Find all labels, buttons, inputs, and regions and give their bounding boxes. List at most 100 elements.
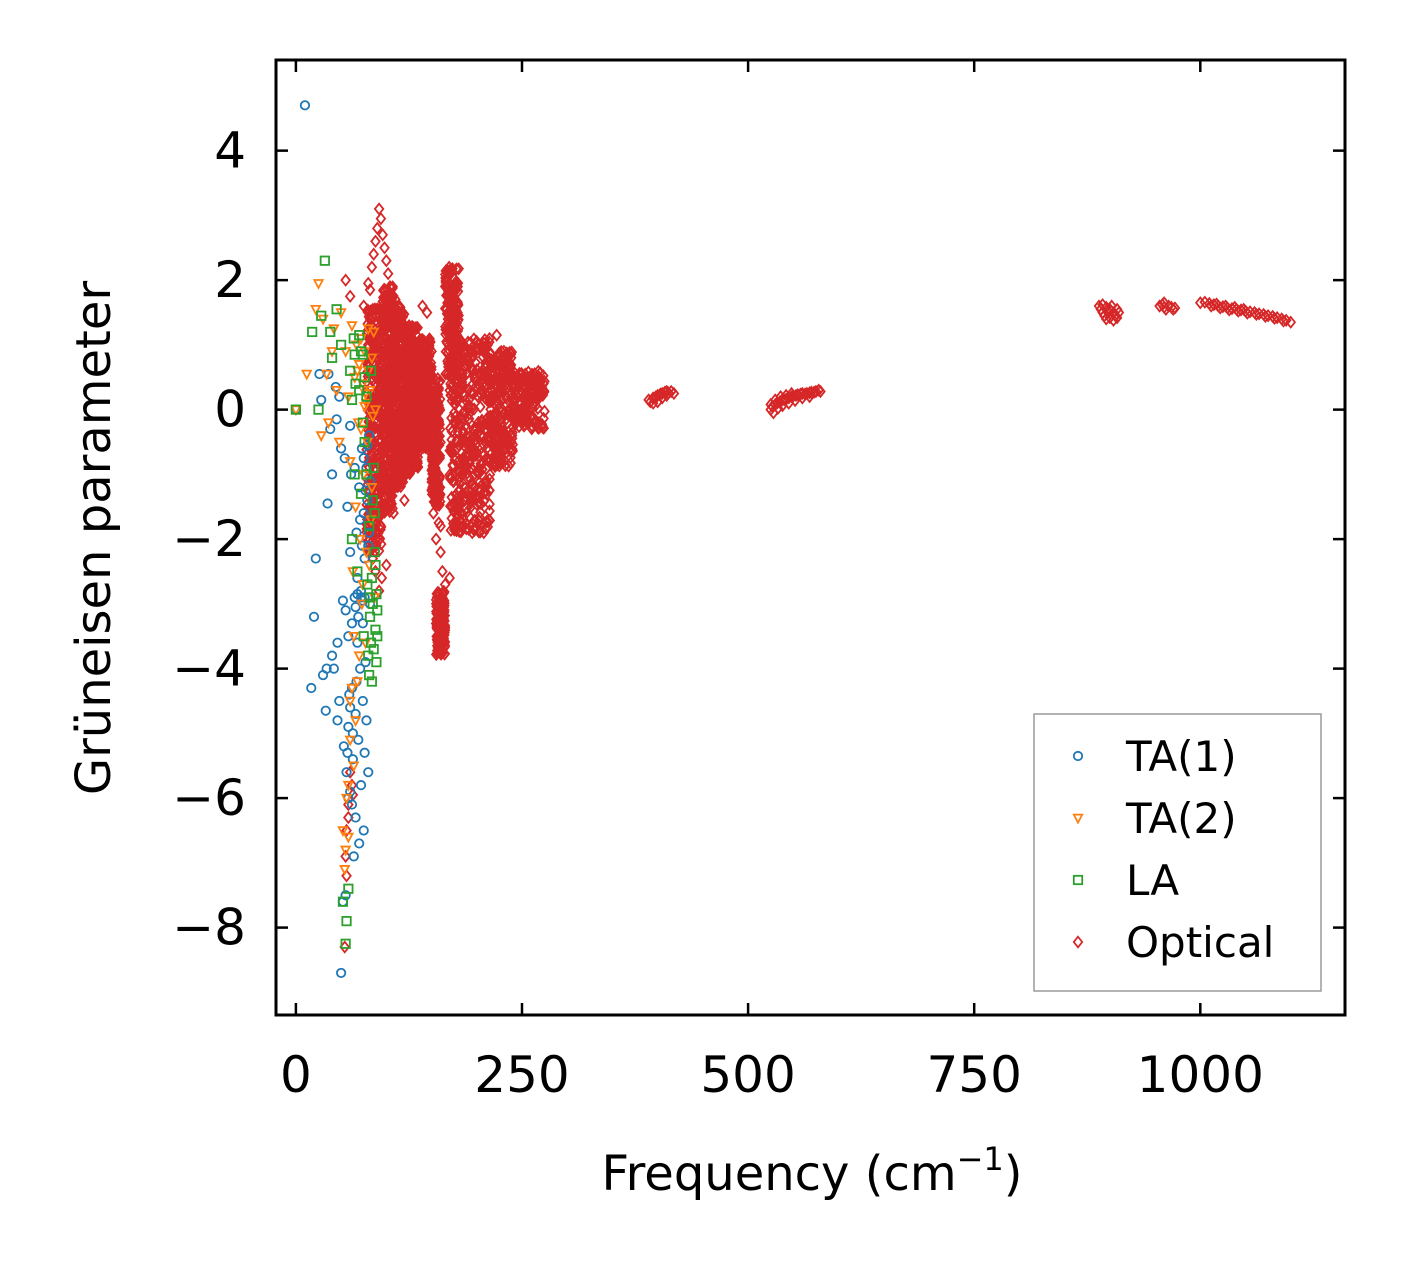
data-point-optical <box>380 254 392 268</box>
data-point-optical <box>433 375 445 390</box>
data-point-ta2 <box>339 865 351 876</box>
data-point-optical <box>507 364 519 378</box>
y-tick-label: 2 <box>214 251 246 309</box>
data-point-ta1 <box>350 708 361 720</box>
data-point-la <box>316 310 327 321</box>
data-point-optical <box>431 643 443 658</box>
data-point-optical <box>380 500 392 514</box>
data-point-optical <box>1229 300 1241 315</box>
data-point-optical <box>505 456 516 470</box>
data-point-la <box>369 508 380 519</box>
data-point-optical <box>428 401 440 415</box>
data-point-optical <box>463 407 475 421</box>
data-point-ta1 <box>346 618 358 629</box>
data-point-optical <box>1238 302 1250 316</box>
data-point-optical <box>645 395 656 409</box>
data-point-optical <box>429 423 441 438</box>
x-tick-label: 500 <box>700 1046 795 1104</box>
data-point-optical <box>497 410 508 425</box>
y-tick-label: −6 <box>172 769 246 827</box>
data-point-optical <box>421 305 433 320</box>
data-point-la <box>361 469 372 480</box>
data-point-la <box>357 417 368 428</box>
data-point-ta2 <box>326 347 338 358</box>
data-point-ta2 <box>310 305 322 316</box>
data-point-ta1 <box>361 715 372 726</box>
data-point-optical <box>490 357 502 371</box>
data-point-optical <box>456 362 468 376</box>
data-point-la <box>337 896 349 907</box>
data-point-ta2 <box>337 826 349 838</box>
data-point-optical <box>435 519 446 533</box>
data-point-la <box>365 637 377 648</box>
data-point-la <box>319 255 330 266</box>
data-point-optical <box>399 333 411 347</box>
legend: TA(1) TA(2) LA Optical <box>1033 713 1322 992</box>
data-point-optical <box>476 427 488 441</box>
data-point-optical <box>402 465 414 480</box>
data-point-optical <box>449 326 461 340</box>
data-point-optical <box>416 338 428 352</box>
data-point-optical <box>362 534 374 549</box>
data-point-optical <box>440 327 451 341</box>
data-point-optical <box>444 571 455 585</box>
data-point-optical <box>372 526 384 540</box>
data-point-ta2 <box>350 340 363 352</box>
data-point-optical <box>493 357 505 372</box>
x-tick-label: 750 <box>926 1046 1021 1104</box>
data-point-optical <box>480 521 491 535</box>
data-point-la <box>365 365 377 376</box>
data-point-optical <box>474 400 486 414</box>
data-point-ta1 <box>308 611 320 622</box>
data-point-optical <box>407 372 419 386</box>
data-point-optical <box>454 475 465 490</box>
data-point-optical <box>435 545 446 559</box>
data-point-optical <box>1251 307 1262 322</box>
data-point-optical <box>449 346 461 360</box>
data-point-ta1 <box>359 747 370 758</box>
data-point-optical <box>448 520 460 534</box>
data-point-optical <box>404 363 415 377</box>
data-point-la <box>364 521 375 532</box>
data-point-optical <box>423 348 435 363</box>
data-point-optical <box>490 405 502 420</box>
data-point-optical <box>471 497 483 512</box>
data-point-optical <box>445 472 456 486</box>
data-point-optical <box>528 415 540 429</box>
data-point-optical <box>521 373 532 388</box>
data-point-la <box>355 346 367 357</box>
data-point-optical <box>815 384 826 399</box>
legend-marker <box>1072 935 1084 949</box>
data-point-optical <box>368 247 380 261</box>
data-point-optical <box>464 430 476 444</box>
data-point-ta2 <box>349 502 362 514</box>
data-point-ta2 <box>301 369 313 381</box>
data-point-optical <box>516 385 528 399</box>
data-point-optical <box>417 419 429 434</box>
data-point-ta2 <box>342 832 355 844</box>
y-tick-label: 4 <box>214 122 246 180</box>
data-point-ta1 <box>306 682 317 694</box>
data-point-ta2 <box>315 431 327 443</box>
data-point-optical <box>379 241 390 255</box>
x-axis-label-main: Frequency (cm <box>601 1146 956 1202</box>
data-point-optical <box>537 387 549 401</box>
data-point-optical <box>447 316 459 331</box>
data-point-optical <box>508 381 520 396</box>
data-point-optical <box>454 332 466 347</box>
data-point-optical <box>523 395 535 409</box>
data-point-ta1 <box>334 391 345 402</box>
data-point-optical <box>393 398 405 412</box>
data-point-optical <box>449 390 460 404</box>
data-point-optical <box>1211 297 1222 311</box>
data-point-optical <box>442 288 454 302</box>
data-point-optical <box>498 391 509 405</box>
data-point-optical <box>470 421 482 436</box>
data-point-ta2 <box>353 360 365 371</box>
data-point-optical <box>665 384 677 399</box>
data-point-optical <box>472 489 483 503</box>
data-point-optical <box>390 314 401 328</box>
data-point-la <box>354 385 365 396</box>
data-point-optical <box>456 378 468 392</box>
